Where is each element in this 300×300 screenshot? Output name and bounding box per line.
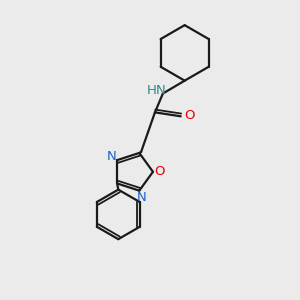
Text: N: N	[156, 84, 166, 97]
Text: N: N	[106, 150, 116, 163]
Text: N: N	[136, 191, 146, 204]
Text: H: H	[147, 84, 157, 97]
Text: O: O	[184, 109, 195, 122]
Text: O: O	[155, 165, 165, 178]
